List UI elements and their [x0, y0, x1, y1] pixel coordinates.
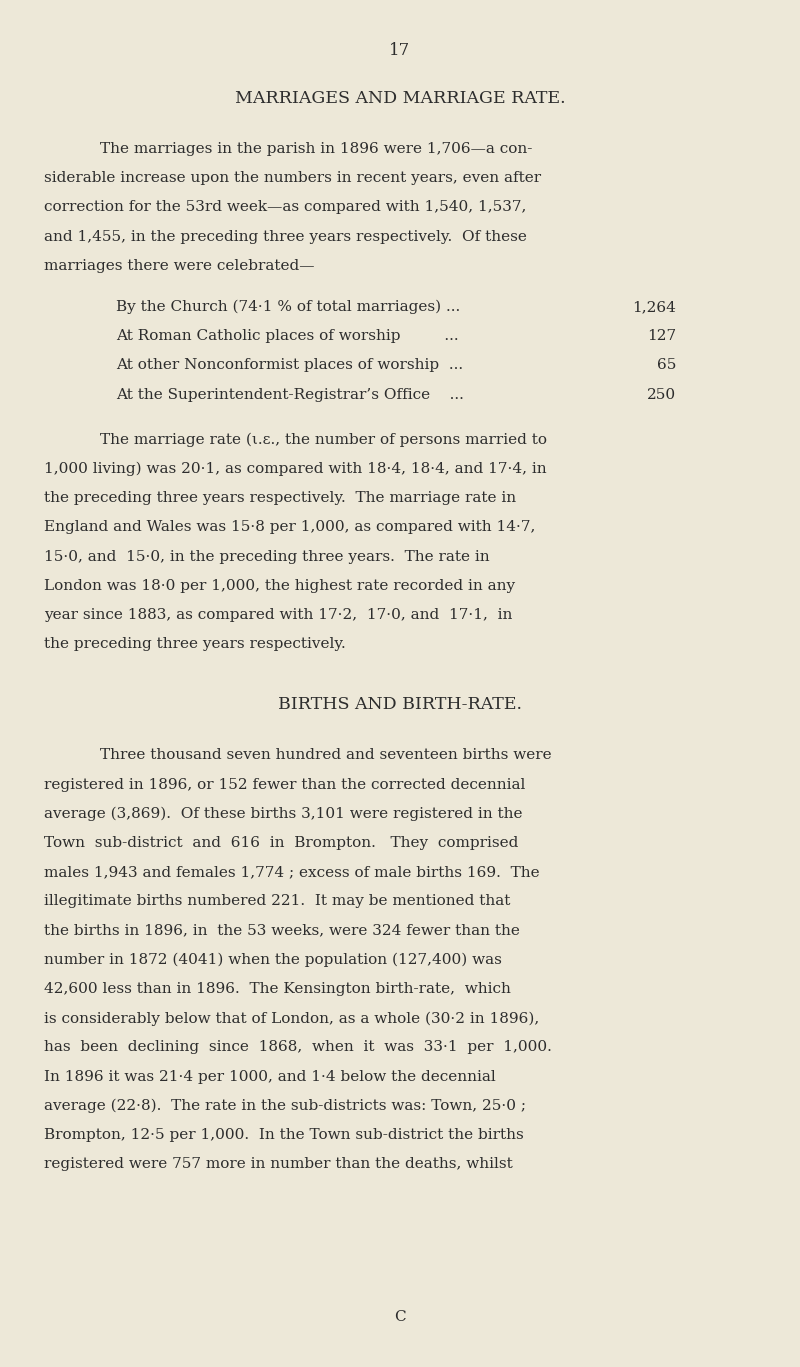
Text: number in 1872 (4041) when the population (127,400) was: number in 1872 (4041) when the populatio… — [44, 953, 502, 968]
Text: average (22·8).  The rate in the sub-districts was: Town, 25·0 ;: average (22·8). The rate in the sub-dist… — [44, 1099, 526, 1113]
Text: 1,264: 1,264 — [632, 299, 676, 314]
Text: the preceding three years respectively.: the preceding three years respectively. — [44, 637, 346, 651]
Text: year since 1883, as compared with 17·2,  17·0, and  17·1,  in: year since 1883, as compared with 17·2, … — [44, 608, 512, 622]
Text: 127: 127 — [647, 329, 676, 343]
Text: the preceding three years respectively.  The marriage rate in: the preceding three years respectively. … — [44, 491, 516, 506]
Text: 15·0, and  15·0, in the preceding three years.  The rate in: 15·0, and 15·0, in the preceding three y… — [44, 550, 490, 563]
Text: marriages there were celebrated—: marriages there were celebrated— — [44, 258, 314, 273]
Text: the births in 1896, in  the 53 weeks, were 324 fewer than the: the births in 1896, in the 53 weeks, wer… — [44, 924, 520, 938]
Text: England and Wales was 15·8 per 1,000, as compared with 14·7,: England and Wales was 15·8 per 1,000, as… — [44, 521, 535, 534]
Text: At other Nonconformist places of worship  ...: At other Nonconformist places of worship… — [116, 358, 463, 372]
Text: siderable increase upon the numbers in recent years, even after: siderable increase upon the numbers in r… — [44, 171, 541, 185]
Text: Town  sub-district  and  616  in  Brompton.   They  comprised: Town sub-district and 616 in Brompton. T… — [44, 837, 518, 850]
Text: 1,000 living) was 20·1, as compared with 18·4, 18·4, and 17·4, in: 1,000 living) was 20·1, as compared with… — [44, 462, 546, 476]
Text: Brompton, 12·5 per 1,000.  In the Town sub-district the births: Brompton, 12·5 per 1,000. In the Town su… — [44, 1128, 524, 1141]
Text: At the Superintendent-Registrar’s Office    ...: At the Superintendent-Registrar’s Office… — [116, 388, 464, 402]
Text: BIRTHS AND BIRTH-RATE.: BIRTHS AND BIRTH-RATE. — [278, 696, 522, 714]
Text: At Roman Catholic places of worship         ...: At Roman Catholic places of worship ... — [116, 329, 458, 343]
Text: 65: 65 — [657, 358, 676, 372]
Text: The marriage rate (ι.ε., the number of persons married to: The marriage rate (ι.ε., the number of p… — [100, 433, 547, 447]
Text: registered in 1896, or 152 fewer than the corrected decennial: registered in 1896, or 152 fewer than th… — [44, 778, 526, 791]
Text: 250: 250 — [647, 388, 676, 402]
Text: C: C — [394, 1310, 406, 1325]
Text: average (3,869).  Of these births 3,101 were registered in the: average (3,869). Of these births 3,101 w… — [44, 807, 522, 822]
Text: The marriages in the parish in 1896 were 1,706—a con-: The marriages in the parish in 1896 were… — [100, 142, 532, 156]
Text: illegitimate births numbered 221.  It may be mentioned that: illegitimate births numbered 221. It may… — [44, 894, 510, 909]
Text: registered were 757 more in number than the deaths, whilst: registered were 757 more in number than … — [44, 1158, 513, 1172]
Text: is considerably below that of London, as a whole (30·2 in 1896),: is considerably below that of London, as… — [44, 1012, 539, 1025]
Text: has  been  declining  since  1868,  when  it  was  33·1  per  1,000.: has been declining since 1868, when it w… — [44, 1040, 552, 1054]
Text: MARRIAGES AND MARRIAGE RATE.: MARRIAGES AND MARRIAGE RATE. — [234, 90, 566, 107]
Text: In 1896 it was 21·4 per 1000, and 1·4 below the decennial: In 1896 it was 21·4 per 1000, and 1·4 be… — [44, 1069, 496, 1084]
Text: 17: 17 — [390, 42, 410, 59]
Text: 42,600 less than in 1896.  The Kensington birth-rate,  which: 42,600 less than in 1896. The Kensington… — [44, 982, 511, 997]
Text: and 1,455, in the preceding three years respectively.  Of these: and 1,455, in the preceding three years … — [44, 230, 527, 243]
Text: By the Church (74·1 % of total marriages) ...: By the Church (74·1 % of total marriages… — [116, 299, 460, 314]
Text: Three thousand seven hundred and seventeen births were: Three thousand seven hundred and sevente… — [100, 748, 552, 763]
Text: males 1,943 and females 1,774 ; excess of male births 169.  The: males 1,943 and females 1,774 ; excess o… — [44, 865, 540, 879]
Text: correction for the 53rd week—as compared with 1,540, 1,537,: correction for the 53rd week—as compared… — [44, 201, 526, 215]
Text: London was 18·0 per 1,000, the highest rate recorded in any: London was 18·0 per 1,000, the highest r… — [44, 578, 515, 593]
